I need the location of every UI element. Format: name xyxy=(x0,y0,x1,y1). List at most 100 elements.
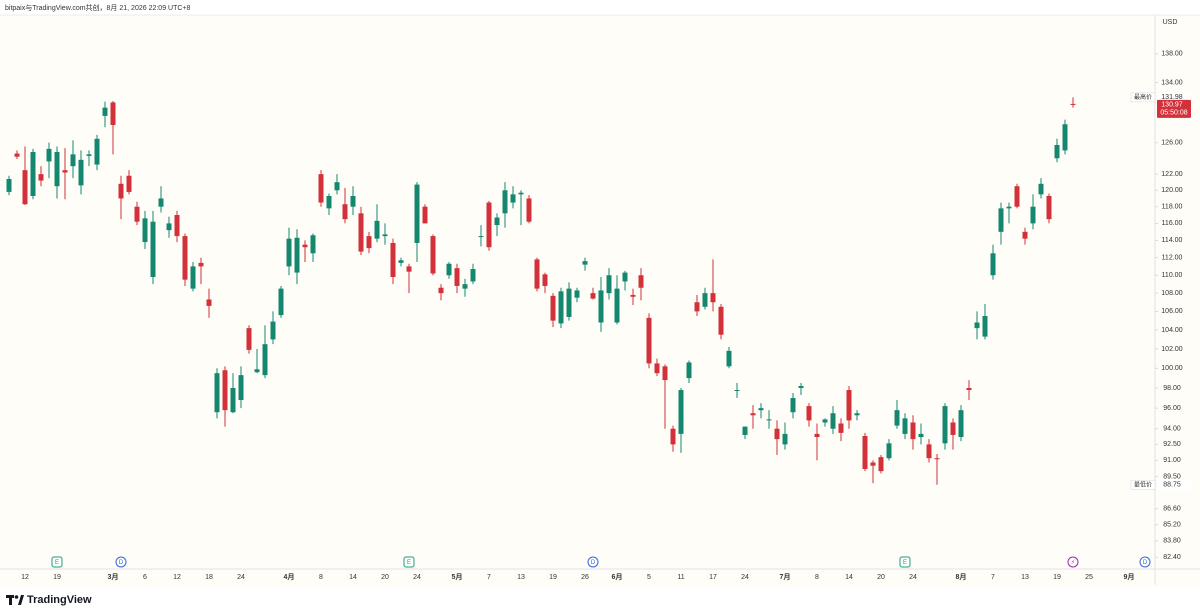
candle-body xyxy=(406,266,412,272)
candle xyxy=(446,262,452,279)
event-label: E xyxy=(407,560,411,566)
candle-body xyxy=(926,444,932,459)
x-tick-label: 24 xyxy=(741,574,749,581)
candle-body xyxy=(710,293,716,303)
y-tick-label: 100.00 xyxy=(1161,365,1183,372)
candle-body xyxy=(918,433,924,438)
logo-shape xyxy=(14,595,19,599)
candle-body xyxy=(518,192,524,195)
candle-body xyxy=(358,213,364,252)
x-tick-label: 19 xyxy=(53,574,61,581)
candle xyxy=(278,285,284,318)
candle xyxy=(790,393,796,419)
candle-body xyxy=(22,170,28,205)
candle-body xyxy=(14,153,20,157)
x-tick-label: 8月 xyxy=(956,573,967,581)
candle-body xyxy=(230,388,236,413)
x-tick-label: 7月 xyxy=(780,573,791,581)
x-tick-label: 24 xyxy=(909,574,917,581)
candle xyxy=(806,403,812,427)
candle-body xyxy=(910,422,916,440)
candle-body xyxy=(414,184,420,243)
event-label: D xyxy=(119,560,124,566)
candle xyxy=(542,272,548,294)
candle xyxy=(6,175,12,196)
candle-body xyxy=(238,375,244,401)
candle xyxy=(38,166,44,187)
candle xyxy=(518,190,524,226)
candle-body xyxy=(398,260,404,263)
candle xyxy=(126,170,132,195)
candle-body xyxy=(1030,206,1036,224)
x-tick-label: 25 xyxy=(1085,574,1093,581)
candle-body xyxy=(902,418,908,434)
low-marker-tag xyxy=(1130,480,1156,490)
x-tick-label: 6 xyxy=(143,574,147,581)
candle-body xyxy=(214,373,220,413)
candle xyxy=(214,368,220,419)
footer-logo: TradingView xyxy=(27,594,92,606)
candle-body xyxy=(494,217,500,226)
candle xyxy=(134,201,140,226)
candle xyxy=(750,405,756,429)
y-tick-label: 104.00 xyxy=(1161,327,1183,334)
x-tick-label: 24 xyxy=(413,574,421,581)
candle-body xyxy=(974,322,980,329)
candle-body xyxy=(590,293,596,299)
candle xyxy=(742,426,748,440)
candle xyxy=(942,403,948,450)
candle xyxy=(686,360,692,384)
candle-body xyxy=(958,410,964,438)
x-tick-label: 8 xyxy=(319,574,323,581)
candle-body xyxy=(350,195,356,207)
candle xyxy=(654,358,660,377)
x-tick-label: 14 xyxy=(349,574,357,581)
x-tick-label: 9月 xyxy=(1124,573,1135,581)
candle xyxy=(854,410,860,421)
candle xyxy=(558,287,564,329)
candle-body xyxy=(6,178,12,192)
candle-body xyxy=(94,138,100,165)
candle-body xyxy=(438,287,444,294)
candle-body xyxy=(534,259,540,289)
candle-body xyxy=(886,443,892,459)
candle xyxy=(982,304,988,340)
candle xyxy=(510,186,516,209)
candle xyxy=(382,223,388,245)
candle xyxy=(886,439,892,461)
candle-body xyxy=(982,316,988,337)
candle xyxy=(94,134,100,171)
candle-body xyxy=(446,263,452,276)
candle xyxy=(486,200,492,251)
candle xyxy=(918,423,924,445)
x-tick-label: 12 xyxy=(173,574,181,581)
candle xyxy=(638,268,644,301)
y-tick-label: 83.80 xyxy=(1163,538,1181,545)
candle xyxy=(22,146,28,206)
candle-body xyxy=(134,206,140,222)
candle xyxy=(166,216,172,238)
y-tick-label: 108.00 xyxy=(1161,290,1183,297)
event-label: E xyxy=(55,560,59,566)
candle-body xyxy=(838,423,844,433)
candle-body xyxy=(270,321,276,340)
candle-body xyxy=(510,194,516,203)
candle-body xyxy=(734,390,740,392)
candle-body xyxy=(1046,195,1052,220)
candle xyxy=(150,210,156,285)
candle-body xyxy=(646,317,652,364)
x-tick-label: 8 xyxy=(815,574,819,581)
y-tick-label: 112.00 xyxy=(1162,254,1183,261)
y-tick-label: 85.20 xyxy=(1163,521,1181,528)
candle xyxy=(494,213,500,237)
candle xyxy=(294,229,300,285)
candle xyxy=(86,150,92,167)
candle-body xyxy=(462,284,468,289)
candle xyxy=(78,150,84,195)
footer-bar xyxy=(0,588,1200,615)
candle xyxy=(142,210,148,249)
candle-body xyxy=(110,102,116,125)
y-tick-label: 126.00 xyxy=(1161,139,1183,146)
candle xyxy=(462,278,468,297)
